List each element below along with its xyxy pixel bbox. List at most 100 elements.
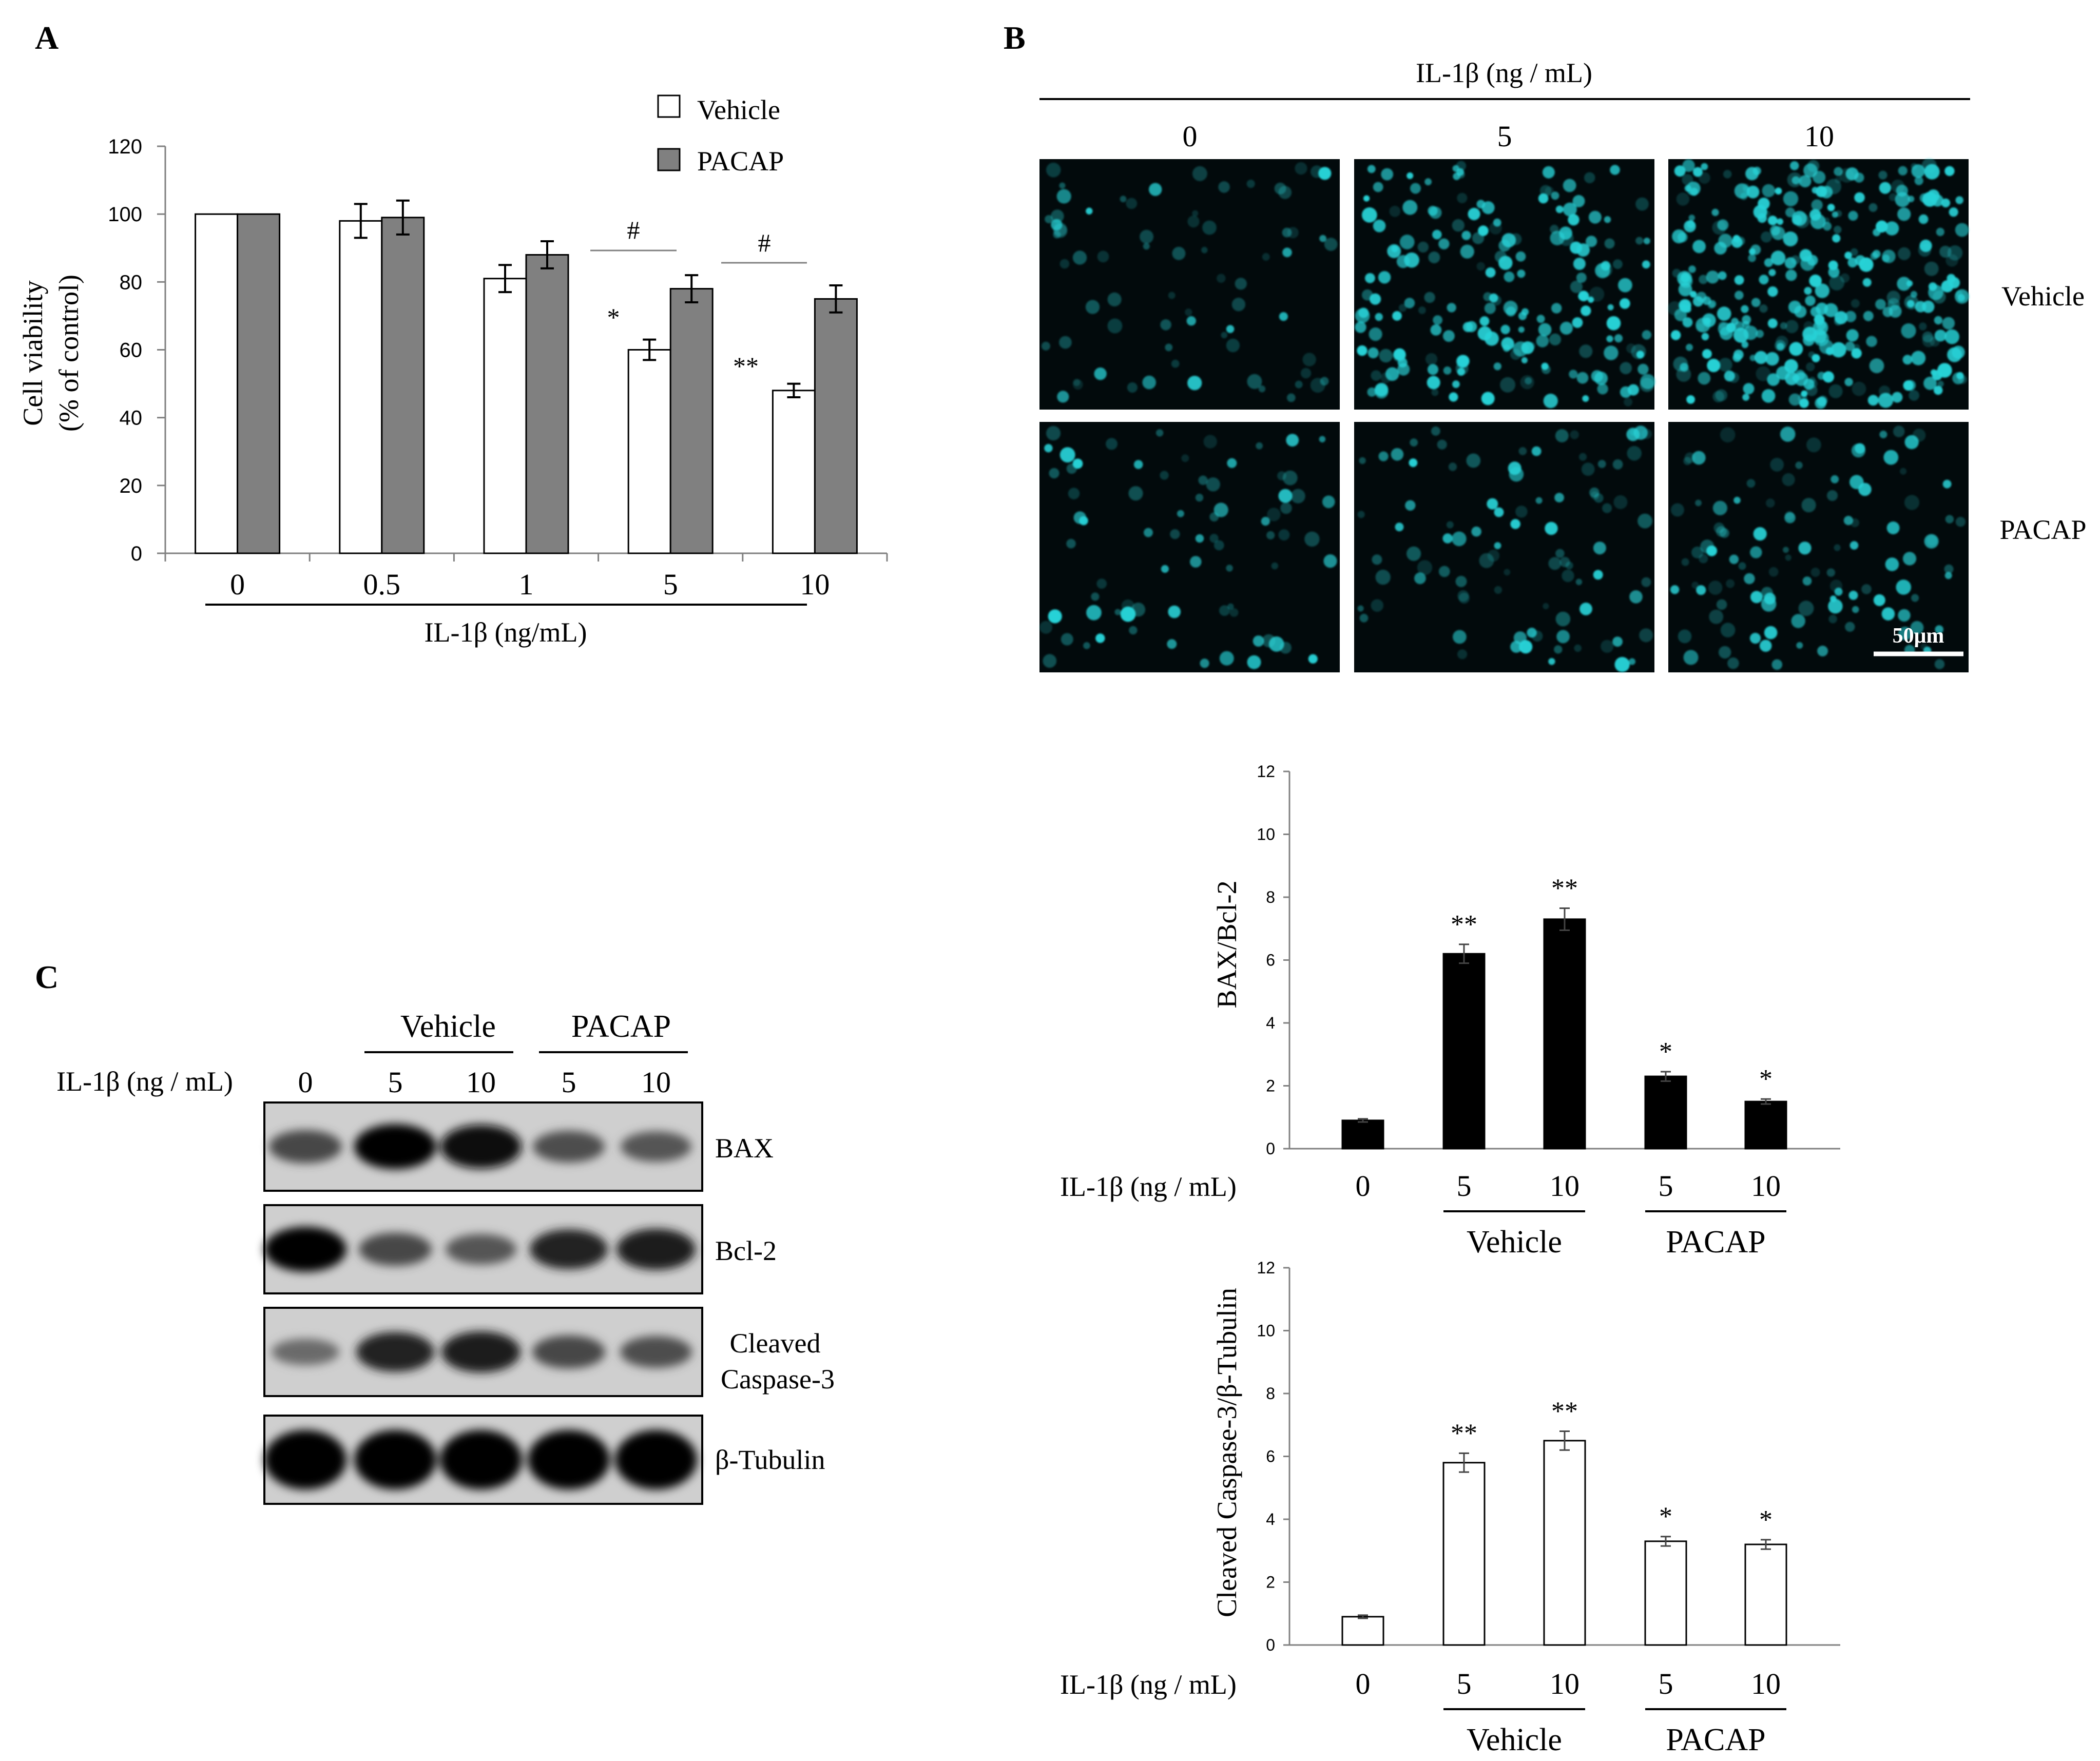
cell-nucleus — [1640, 378, 1654, 392]
cell-nucleus — [1373, 182, 1383, 192]
cell-nucleus — [1672, 268, 1681, 278]
cell-nucleus — [1369, 327, 1382, 341]
cell-nucleus — [1767, 286, 1778, 297]
cell-nucleus — [1095, 633, 1105, 643]
cell-nucleus — [1682, 159, 1695, 172]
cell-nucleus — [1750, 546, 1762, 558]
cell-nucleus — [1569, 370, 1578, 379]
cell-nucleus — [1620, 362, 1632, 375]
cell-nucleus — [1487, 498, 1498, 510]
cell-nucleus — [1922, 334, 1935, 347]
cell-nucleus — [1829, 275, 1845, 291]
micrograph-background — [1039, 159, 1340, 410]
cell-nucleus — [1172, 246, 1186, 260]
x-axis-label: IL-1β (ng / mL) — [1060, 1171, 1237, 1202]
cell-nucleus — [1519, 640, 1533, 654]
cell-nucleus — [1231, 298, 1246, 312]
blot-band — [269, 1130, 342, 1164]
micrograph-pacap-0 — [1039, 422, 1340, 672]
cell-nucleus — [1429, 206, 1442, 219]
cell-nucleus — [1627, 384, 1639, 396]
cell-nucleus — [1438, 238, 1450, 249]
cell-nucleus — [1373, 219, 1386, 233]
cell-nucleus — [1601, 261, 1611, 271]
cell-nuclei — [1041, 162, 1338, 403]
bar-pacap-5 — [669, 288, 714, 554]
cell-nucleus — [1209, 534, 1219, 543]
cell-nucleus — [1510, 233, 1522, 245]
cell-nucleus — [1676, 192, 1690, 206]
cell-nucleus — [1742, 315, 1751, 324]
cell-nucleus — [1920, 643, 1928, 650]
cell-nucleus — [1201, 246, 1208, 254]
cell-nucleus — [1702, 349, 1712, 359]
cell-nucleus — [1280, 502, 1292, 514]
cell-nucleus — [1882, 254, 1890, 262]
cell-nucleus — [1904, 495, 1920, 510]
cell-nucleus — [1359, 457, 1366, 465]
cell-nucleus — [1630, 429, 1636, 436]
cell-nucleus — [1812, 187, 1819, 194]
cell-nucleus — [1392, 311, 1402, 321]
cell-nucleus — [1848, 210, 1858, 221]
lane-label-1: 5 — [388, 1066, 403, 1099]
cell-nucleus — [1518, 326, 1525, 333]
cell-nucleus — [1732, 235, 1741, 243]
x-tick-label: 10 — [1550, 1667, 1579, 1700]
cell-nucleus — [1536, 335, 1549, 347]
cell-nucleus — [1453, 630, 1467, 644]
blot-row-label: IL-1β (ng / mL) — [56, 1066, 233, 1097]
blot-band — [616, 1228, 696, 1270]
cell-nucleus — [1531, 630, 1543, 642]
cell-nucleus — [1518, 447, 1527, 455]
cell-nucleus — [1681, 304, 1687, 311]
cell-nucleus — [1573, 258, 1586, 270]
blot-band — [359, 1232, 432, 1266]
cell-nucleus — [1686, 395, 1696, 404]
cell-nucleus — [1635, 197, 1649, 211]
cell-nucleus — [1494, 507, 1504, 517]
cell-nucleus — [1718, 271, 1727, 280]
cell-nucleus — [1489, 222, 1502, 235]
cell-nucleus — [1286, 393, 1296, 402]
cell-nucleus — [1845, 622, 1855, 632]
cell-nucleus — [1525, 377, 1532, 385]
significance-mark: ** — [1551, 1397, 1578, 1426]
cell-nucleus — [1898, 247, 1911, 260]
cell-nucleus — [1559, 226, 1572, 240]
cell-nucleus — [1262, 634, 1276, 648]
cell-nucleus — [1673, 356, 1688, 372]
cell-nucleus — [1707, 358, 1721, 373]
cell-nucleus — [1160, 471, 1169, 480]
cell-nucleus — [1056, 189, 1071, 204]
cell-nucleus — [1849, 541, 1859, 550]
cell-nucleus — [1518, 312, 1527, 320]
cell-nucleus — [1425, 353, 1438, 365]
cell-nucleus — [1803, 163, 1818, 178]
bar-pacap-0.5 — [381, 217, 425, 554]
cell-nucleus — [1789, 161, 1799, 170]
cell-nucleus — [1367, 165, 1376, 173]
blot-label-bcl2: Bcl-2 — [715, 1235, 777, 1266]
cell-nucleus — [1049, 468, 1059, 479]
cell-nucleus — [1785, 554, 1791, 561]
y-tick-label: 12 — [1257, 762, 1275, 781]
cell-nucleus — [1279, 312, 1288, 321]
cell-nucleus — [1282, 470, 1298, 486]
cell-nucleus — [1785, 269, 1797, 281]
cell-nucleus — [1576, 372, 1589, 384]
cell-nucleus — [1678, 629, 1692, 644]
cell-nucleus — [1043, 654, 1057, 668]
cell-nucleus — [1780, 322, 1787, 330]
cell-nucleus — [1365, 273, 1375, 283]
cell-nucleus — [1699, 275, 1708, 284]
cell-nucleus — [1706, 270, 1719, 284]
cell-nucleus — [1375, 313, 1383, 321]
bar-1 — [1442, 1462, 1486, 1646]
cell-nucleus — [1762, 184, 1776, 198]
cell-nucleus — [1911, 164, 1925, 178]
x-tick-label: 10 — [1751, 1667, 1781, 1700]
cell-nucleus — [1246, 180, 1255, 188]
cell-nucleus — [1304, 531, 1320, 547]
